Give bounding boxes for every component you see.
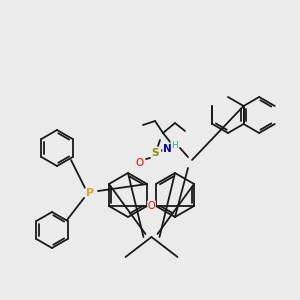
Text: N: N <box>163 144 171 154</box>
Text: S: S <box>151 148 159 158</box>
Text: P: P <box>86 188 94 198</box>
Text: H: H <box>171 140 177 149</box>
Text: O: O <box>136 158 144 168</box>
Text: O: O <box>148 201 155 211</box>
